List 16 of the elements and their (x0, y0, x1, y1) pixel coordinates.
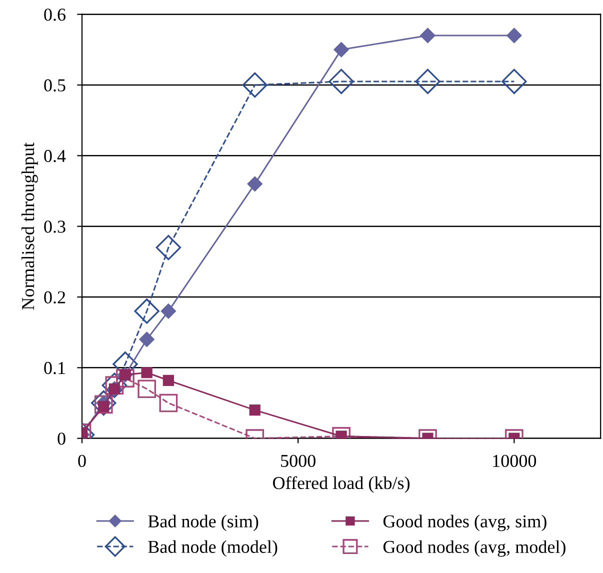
y-tick-label: 0 (58, 432, 66, 445)
legend-label: Good nodes (avg, model) (383, 540, 566, 557)
y-tick-label: 0.5 (44, 79, 66, 92)
y-tick-label: 0.2 (44, 291, 66, 304)
legend-label: Bad node (sim) (148, 514, 258, 532)
legend-label: Bad node (model) (148, 540, 278, 557)
y-tick-label: 0.6 (44, 8, 66, 21)
x-tick-label: 5000 (281, 454, 316, 468)
x-tick-label: 0 (78, 454, 86, 468)
y-axis-title: Normalised throughput (21, 142, 38, 310)
legend-label: Good nodes (avg, sim) (383, 514, 546, 532)
y-tick-label: 0.1 (44, 362, 65, 374)
y-tick-label: 0.4 (44, 150, 66, 162)
x-axis-title: Offered load (kb/s) (273, 476, 410, 493)
y-tick-label: 0.3 (44, 220, 66, 233)
x-tick-label: 10000 (493, 454, 536, 468)
